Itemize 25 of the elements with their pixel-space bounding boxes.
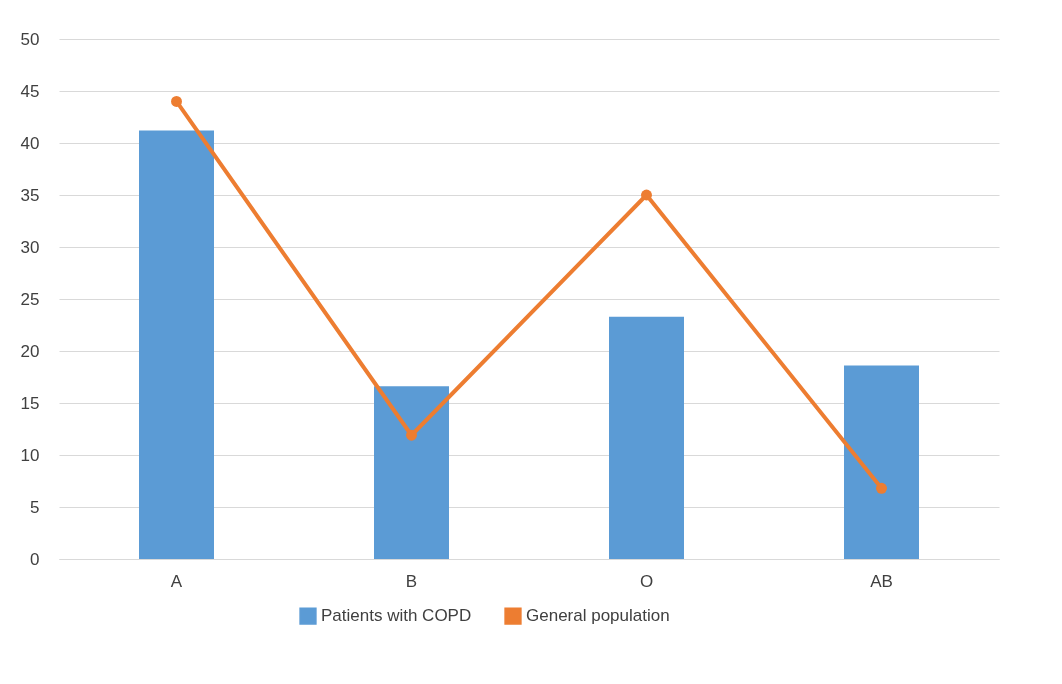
y-tick-label: 0	[30, 549, 40, 569]
y-tick-label: 15	[20, 393, 40, 413]
y-tick-label: 35	[20, 185, 40, 205]
x-tick-label: O	[639, 571, 654, 591]
y-tick-label: 45	[20, 81, 40, 101]
legend-label: Patients with COPD	[321, 606, 472, 626]
point	[406, 429, 417, 441]
x-tick-label: AB	[870, 571, 893, 591]
bar	[844, 365, 919, 559]
x-tick-label: A	[170, 571, 183, 591]
y-tick-label: 5	[30, 497, 40, 517]
legend-label: General population	[526, 606, 670, 626]
point	[641, 189, 652, 201]
point	[171, 95, 182, 107]
y-tick-label: 40	[20, 133, 40, 153]
y-tick-label: 10	[20, 445, 40, 465]
bar	[374, 386, 449, 559]
point	[876, 482, 887, 494]
bar	[139, 130, 214, 559]
y-tick-label: 20	[20, 341, 40, 361]
y-tick-label: 25	[20, 289, 40, 309]
bar	[609, 316, 684, 559]
x-tick-label: B	[405, 571, 418, 591]
y-tick-label: 30	[20, 237, 40, 257]
y-tick-label: 50	[20, 29, 40, 49]
